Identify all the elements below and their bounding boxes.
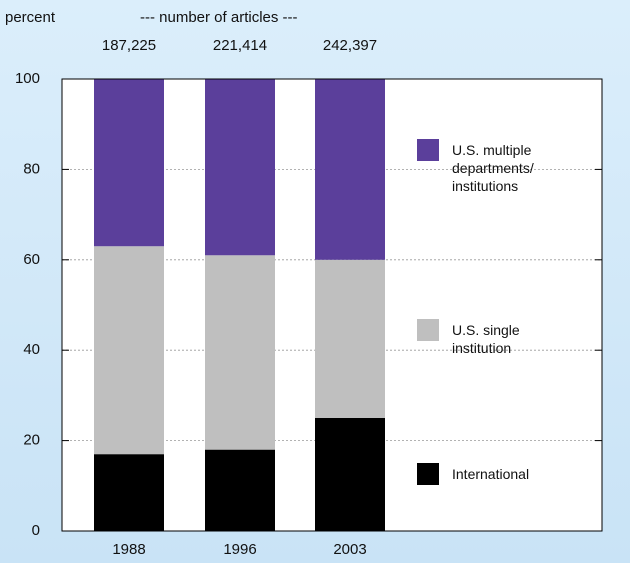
legend-label: U.S. single institution xyxy=(452,322,520,356)
axis-label: percent xyxy=(5,9,56,26)
bar-segment xyxy=(205,255,275,450)
legend-label: International xyxy=(452,466,530,482)
column-total: 187,225 xyxy=(102,37,156,54)
y-tick-label: 60 xyxy=(23,251,40,268)
bar-segment xyxy=(315,418,385,531)
y-tick-label: 80 xyxy=(23,160,40,177)
bar-segment xyxy=(94,454,164,531)
column-total: 242,397 xyxy=(323,37,377,54)
bar-segment xyxy=(315,79,385,260)
bar-segment xyxy=(315,259,385,418)
y-tick-label: 100 xyxy=(15,70,40,87)
bar-segment xyxy=(94,246,164,455)
bar-segment xyxy=(205,449,275,531)
plot-frame xyxy=(61,78,603,532)
legend-label: U.S. multiple departments/ institutions xyxy=(452,142,534,194)
x-tick-label: 2003 xyxy=(333,541,366,558)
column-total: 221,414 xyxy=(213,37,267,54)
bar-segment xyxy=(205,79,275,256)
y-tick-label: 40 xyxy=(23,341,40,358)
bar-segment xyxy=(94,79,164,247)
legend-swatch xyxy=(417,319,439,341)
header: --- number of articles --- xyxy=(140,9,298,26)
x-tick-label: 1988 xyxy=(112,541,145,558)
y-tick-label: 0 xyxy=(32,522,40,539)
legend-swatch xyxy=(417,139,439,161)
legend-swatch xyxy=(417,463,439,485)
y-tick-label: 20 xyxy=(23,432,40,449)
x-tick-label: 1996 xyxy=(223,541,256,558)
